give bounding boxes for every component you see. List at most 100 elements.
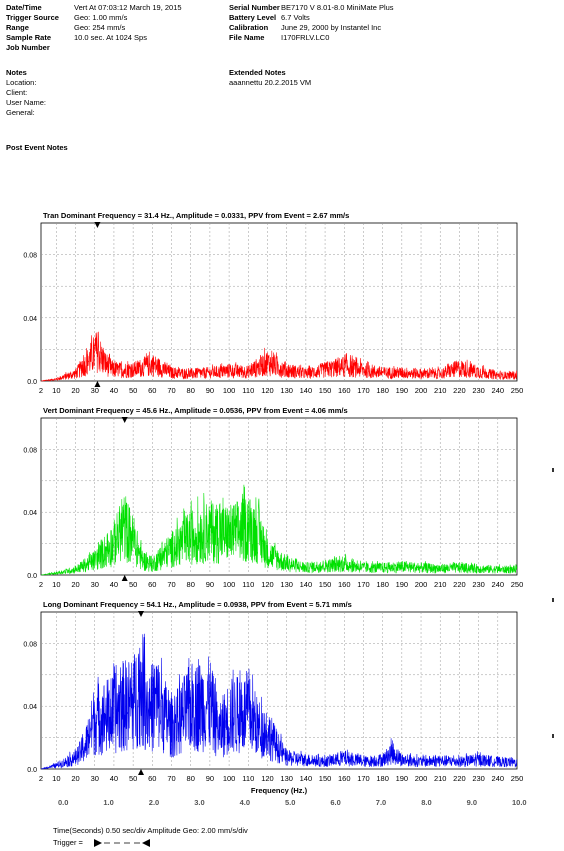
x-tick-label: 210 <box>434 580 447 589</box>
chart-title: Tran Dominant Frequency = 31.4 Hz., Ampl… <box>43 211 349 220</box>
header-row: Sample Rate 10.0 sec. At 1024 Sps <box>6 33 182 43</box>
header-value: Geo: 1.00 mm/s <box>74 13 128 22</box>
x-tick-label: 230 <box>472 386 485 395</box>
spectrum-line <box>41 331 518 382</box>
edge-mark <box>552 468 554 472</box>
x-tick-label: 170 <box>357 580 370 589</box>
dominant-frequency-marker-top <box>121 417 128 423</box>
x-tick-label: 2 <box>39 580 43 589</box>
x-tick-label: 80 <box>187 580 195 589</box>
notes-user-name: User Name: <box>6 98 47 107</box>
x-tick-label: 230 <box>472 580 485 589</box>
y-tick-label: 0.08 <box>23 641 37 648</box>
notes-title: Notes <box>6 68 27 77</box>
x-tick-label: 200 <box>415 774 428 783</box>
x-tick-label: 160 <box>338 386 351 395</box>
x-tick-label: 40 <box>110 774 118 783</box>
time-tick-label: 3.0 <box>194 798 205 807</box>
time-tick-label: 9.0 <box>466 798 478 807</box>
x-tick-label: 70 <box>167 580 175 589</box>
time-tick-label: 7.0 <box>375 798 387 807</box>
header-row: Date/Time Vert At 07:03:12 March 19, 2015 <box>6 3 182 13</box>
notes-location: Location: <box>6 78 37 87</box>
header-row: Trigger Source Geo: 1.00 mm/s <box>6 13 182 23</box>
dominant-frequency-marker-bottom <box>121 575 128 581</box>
y-tick-label: 0.04 <box>23 316 37 323</box>
chart-frame <box>40 222 518 382</box>
notes-client: Client: <box>6 88 28 97</box>
x-tick-label: 110 <box>242 774 254 783</box>
time-tick-label: 4.0 <box>239 798 251 807</box>
header-left: Date/Time Vert At 07:03:12 March 19, 2015… <box>6 3 182 53</box>
x-tick-label: 190 <box>396 774 409 783</box>
header-value: 10.0 sec. At 1024 Sps <box>74 33 147 42</box>
header-label: Date/Time <box>6 3 42 12</box>
x-tick-label: 240 <box>492 580 505 589</box>
edge-mark <box>552 734 554 738</box>
x-tick-label: 200 <box>415 580 428 589</box>
header-value: I170FRLV.LC0 <box>281 33 330 42</box>
frequency-charts: Tran Dominant Frequency = 31.4 Hz., Ampl… <box>23 211 524 795</box>
x-tick-label: 120 <box>261 386 274 395</box>
x-tick-label: 70 <box>167 386 175 395</box>
header-value: Geo: 254 mm/s <box>74 23 126 32</box>
x-tick-label: 210 <box>434 386 447 395</box>
x-tick-label: 220 <box>453 774 466 783</box>
x-tick-label: 20 <box>71 580 79 589</box>
y-tick-label: 0.0 <box>27 379 37 386</box>
header-label: Serial Number <box>229 3 280 12</box>
x-tick-label: 170 <box>357 774 370 783</box>
header-label: Calibration <box>229 23 269 32</box>
edge-mark <box>552 598 554 602</box>
chart-title: Vert Dominant Frequency = 45.6 Hz., Ampl… <box>43 406 348 415</box>
x-tick-label: 180 <box>376 580 389 589</box>
header-row: Battery Level 6.7 Volts <box>229 13 394 23</box>
footer-scale: Time(Seconds) 0.50 sec/div Amplitude Geo… <box>53 826 248 835</box>
post-event-notes-title: Post Event Notes <box>6 143 68 152</box>
x-tick-label: 70 <box>167 774 175 783</box>
x-axis-label: Frequency (Hz.) <box>251 786 308 795</box>
x-tick-label: 130 <box>280 386 293 395</box>
dominant-frequency-marker-top <box>137 611 144 617</box>
x-tick-label: 60 <box>148 774 156 783</box>
x-tick-label: 90 <box>206 386 214 395</box>
x-tick-label: 60 <box>148 386 156 395</box>
x-tick-label: 10 <box>52 580 60 589</box>
x-tick-label: 220 <box>453 580 466 589</box>
x-tick-label: 250 <box>511 774 524 783</box>
x-tick-label: 160 <box>338 580 351 589</box>
header-right: Serial Number BE7170 V 8.01-8.0 MiniMate … <box>229 3 394 43</box>
x-tick-label: 40 <box>110 580 118 589</box>
x-tick-label: 100 <box>223 386 236 395</box>
header-row: Job Number <box>6 43 182 53</box>
time-tick-label: 1.0 <box>103 798 114 807</box>
header-row: Serial Number BE7170 V 8.01-8.0 MiniMate … <box>229 3 394 13</box>
x-tick-label: 80 <box>187 774 195 783</box>
y-tick-label: 0.08 <box>23 253 37 260</box>
header-label: Sample Rate <box>6 33 52 42</box>
time-tick-label: 5.0 <box>285 798 296 807</box>
x-tick-label: 30 <box>91 386 99 395</box>
x-tick-label: 190 <box>396 580 409 589</box>
y-tick-label: 0.04 <box>23 510 37 517</box>
y-tick-label: 0.08 <box>23 447 37 454</box>
x-tick-label: 20 <box>71 386 79 395</box>
header-row: File Name I170FRLV.LC0 <box>229 33 394 43</box>
dominant-frequency-marker-bottom <box>94 381 101 387</box>
x-tick-label: 90 <box>206 774 214 783</box>
y-tick-label: 0.0 <box>27 573 37 580</box>
dominant-frequency-marker-bottom <box>137 769 144 775</box>
x-tick-label: 230 <box>472 774 485 783</box>
x-tick-label: 180 <box>376 774 389 783</box>
x-tick-label: 150 <box>319 774 332 783</box>
header-label: Job Number <box>6 43 50 52</box>
x-tick-label: 150 <box>319 386 332 395</box>
x-tick-label: 200 <box>415 386 428 395</box>
x-tick-label: 2 <box>39 386 43 395</box>
header-label: Trigger Source <box>6 13 59 22</box>
x-tick-label: 150 <box>319 580 332 589</box>
dominant-frequency-marker-top <box>94 222 101 228</box>
x-tick-label: 180 <box>376 386 389 395</box>
x-tick-label: 130 <box>280 580 293 589</box>
x-tick-label: 2 <box>39 774 43 783</box>
